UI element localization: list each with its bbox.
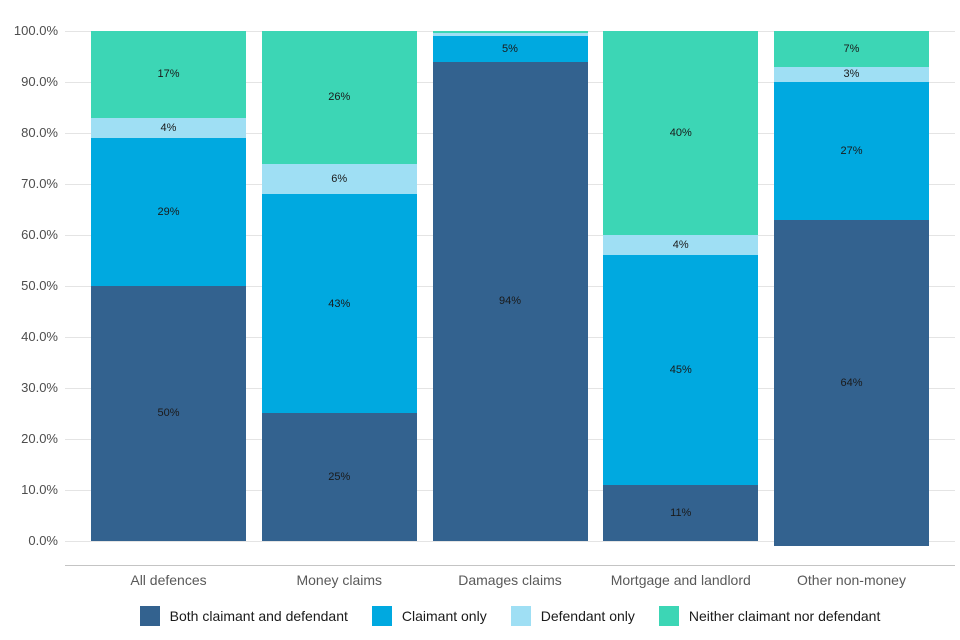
category-labels: All defences Money claims Damages claims Mo… xyxy=(65,572,955,589)
segment-neither-claimant-nor-defendant-damages-claims xyxy=(432,31,588,34)
segment-defendant-only-all-defences: 4% xyxy=(91,117,246,139)
segment-defendant-only-mortgage-and-landlord: 4% xyxy=(603,235,759,256)
data-label: 6% xyxy=(331,172,348,185)
data-label: 3% xyxy=(843,68,860,81)
data-label: 4% xyxy=(672,239,689,252)
segment-both-claimant-and-defendant-money-claims: 25% xyxy=(261,413,417,541)
bars-row: 17% 4% 29% 50% 26% 6% 43% 25% 5% 94% 40% 4% 45% 11% 7%… xyxy=(65,31,955,547)
y-axis-tick-label: 40.0% xyxy=(21,329,58,344)
data-label: 40% xyxy=(669,127,692,139)
legend-swatch-icon xyxy=(510,606,531,626)
bar-damages-claims: 5% 94% xyxy=(432,31,588,541)
category-label-all-defences: All defences xyxy=(130,572,207,588)
legend-item-both-claimant-and-defendant: Both claimant and defendant xyxy=(139,606,348,626)
category-label-damages-claims: Damages claims xyxy=(458,572,562,588)
y-axis-tick-label: 70.0% xyxy=(21,176,58,191)
segment-defendant-only-other-non-money: 3% xyxy=(774,66,929,82)
segment-claimant-only-other-non-money: 27% xyxy=(774,81,929,220)
segment-neither-claimant-nor-defendant-all-defences: 17% xyxy=(91,31,246,118)
segment-defendant-only-damages-claims xyxy=(432,33,588,37)
y-axis-tick-label: 80.0% xyxy=(21,125,58,140)
segment-neither-claimant-nor-defendant-other-non-money: 7% xyxy=(774,31,929,67)
x-axis-line xyxy=(65,565,955,566)
y-axis-tick-label: 60.0% xyxy=(21,227,58,242)
segment-claimant-only-damages-claims: 5% xyxy=(432,36,588,62)
data-label: 4% xyxy=(160,121,177,134)
data-label: 26% xyxy=(328,91,351,104)
data-label: 43% xyxy=(328,297,351,310)
bar-money-claims: 26% 6% 43% 25% xyxy=(261,31,417,541)
legend-swatch-icon xyxy=(658,606,679,626)
y-axis-tick-label: 90.0% xyxy=(21,74,58,89)
y-axis-tick-label: 30.0% xyxy=(21,380,58,395)
category-label-mortgage-and-landlord: Mortgage and landlord xyxy=(610,572,751,588)
segment-both-claimant-and-defendant-mortgage-and-landlord: 11% xyxy=(603,484,759,541)
gridline xyxy=(65,541,955,542)
data-label: 17% xyxy=(157,68,180,81)
bar-all-defences: 17% 4% 29% 50% xyxy=(91,31,246,541)
segment-claimant-only-mortgage-and-landlord: 45% xyxy=(603,255,759,485)
y-axis-tick-label: 10.0% xyxy=(21,482,58,497)
legend-label: Defendant only xyxy=(540,608,635,624)
legend-item-claimant-only: Claimant only xyxy=(371,606,487,626)
data-label: 45% xyxy=(669,364,692,377)
legend-swatch-icon xyxy=(371,606,392,626)
category-label-money-claims: Money claims xyxy=(296,572,383,588)
legend-item-defendant-only: Defendant only xyxy=(510,606,635,626)
data-label: 5% xyxy=(502,42,518,55)
category-label-other-non-money: Other non-money xyxy=(797,572,906,588)
legend: Both claimant and defendant Claimant only… xyxy=(65,606,955,626)
segment-claimant-only-money-claims: 43% xyxy=(261,194,417,414)
y-axis-tick-label: 100.0% xyxy=(13,23,58,38)
bar-other-non-money: 7% 3% 27% 64% xyxy=(774,31,929,547)
segment-both-claimant-and-defendant-damages-claims: 94% xyxy=(432,61,588,541)
segment-neither-claimant-nor-defendant-mortgage-and-landlord: 40% xyxy=(603,31,759,235)
segment-both-claimant-and-defendant-other-non-money: 64% xyxy=(774,219,929,547)
y-axis-labels: 100.0% 90.0% 80.0% 70.0% 60.0% 50.0% 40.0% 30.0… xyxy=(0,23,58,548)
segment-neither-claimant-nor-defendant-money-claims: 26% xyxy=(261,31,417,164)
legend-label: Neither claimant nor defendant xyxy=(688,608,881,624)
data-label: 50% xyxy=(157,407,180,420)
legend-label: Claimant only xyxy=(401,608,487,624)
y-axis-tick-label: 0.0% xyxy=(28,533,58,548)
legend-swatch-icon xyxy=(139,606,160,626)
segment-defendant-only-money-claims: 6% xyxy=(261,163,417,195)
segment-both-claimant-and-defendant-all-defences: 50% xyxy=(91,285,246,541)
data-label: 64% xyxy=(840,376,863,389)
legend-item-neither-claimant-nor-defendant: Neither claimant nor defendant xyxy=(658,606,881,626)
data-label: 25% xyxy=(328,471,351,484)
data-label: 27% xyxy=(840,144,863,157)
data-label: 7% xyxy=(843,42,860,55)
y-axis-tick-label: 20.0% xyxy=(21,431,58,446)
data-label: 11% xyxy=(670,506,692,519)
y-axis-tick-label: 50.0% xyxy=(21,278,58,293)
plot-area: 17% 4% 29% 50% 26% 6% 43% 25% 5% 94% 40% 4% 45% 11% 7%… xyxy=(65,31,955,547)
segment-claimant-only-all-defences: 29% xyxy=(91,138,246,286)
bar-mortgage-and-landlord: 40% 4% 45% 11% xyxy=(603,31,759,541)
legend-label: Both claimant and defendant xyxy=(169,608,348,624)
data-label: 94% xyxy=(498,295,522,308)
data-label: 29% xyxy=(157,206,180,219)
